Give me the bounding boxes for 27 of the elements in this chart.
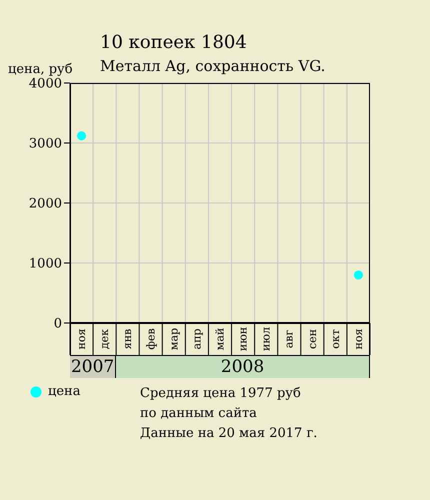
x-tick-label: дек — [98, 328, 112, 350]
y-tick-label: 0 — [54, 316, 62, 332]
x-tick-label: май — [214, 328, 226, 350]
x-tick-label: окт — [328, 329, 342, 349]
y-tick-label: 4000 — [28, 76, 62, 92]
x-tick-label: мар — [167, 328, 180, 350]
x-tick-label: ноя — [352, 328, 365, 350]
x-tick-label: авг — [282, 330, 296, 348]
text: Средняя цена 1977 руб — [140, 385, 302, 403]
x-tick-label: апр — [190, 328, 204, 350]
legend-label: цена — [48, 384, 80, 399]
chart-title: 10 копеек 1804 — [100, 32, 247, 53]
x-tick-label: фев — [144, 328, 158, 350]
x-tick-label: янв — [121, 328, 134, 350]
x-tick-label: июн — [236, 326, 250, 352]
x-tick-label: июл — [260, 327, 273, 351]
y-axis-title: цена, руб — [8, 62, 73, 77]
year-cell: 2007 — [70, 355, 116, 378]
x-tick-label: сен — [306, 328, 319, 350]
x-tick-label: ноя — [75, 328, 88, 350]
y-tick-label: 1000 — [28, 256, 62, 272]
text: Данные на 20 мая 2017 г. — [140, 425, 318, 443]
chart-subtitle: Металл Ag, сохранность VG. — [100, 57, 326, 75]
y-tick-label: 2000 — [28, 196, 62, 212]
text: по данным сайта — [140, 405, 258, 423]
y-tick-label: 3000 — [28, 136, 62, 152]
year-cell: 2008 — [116, 355, 370, 378]
